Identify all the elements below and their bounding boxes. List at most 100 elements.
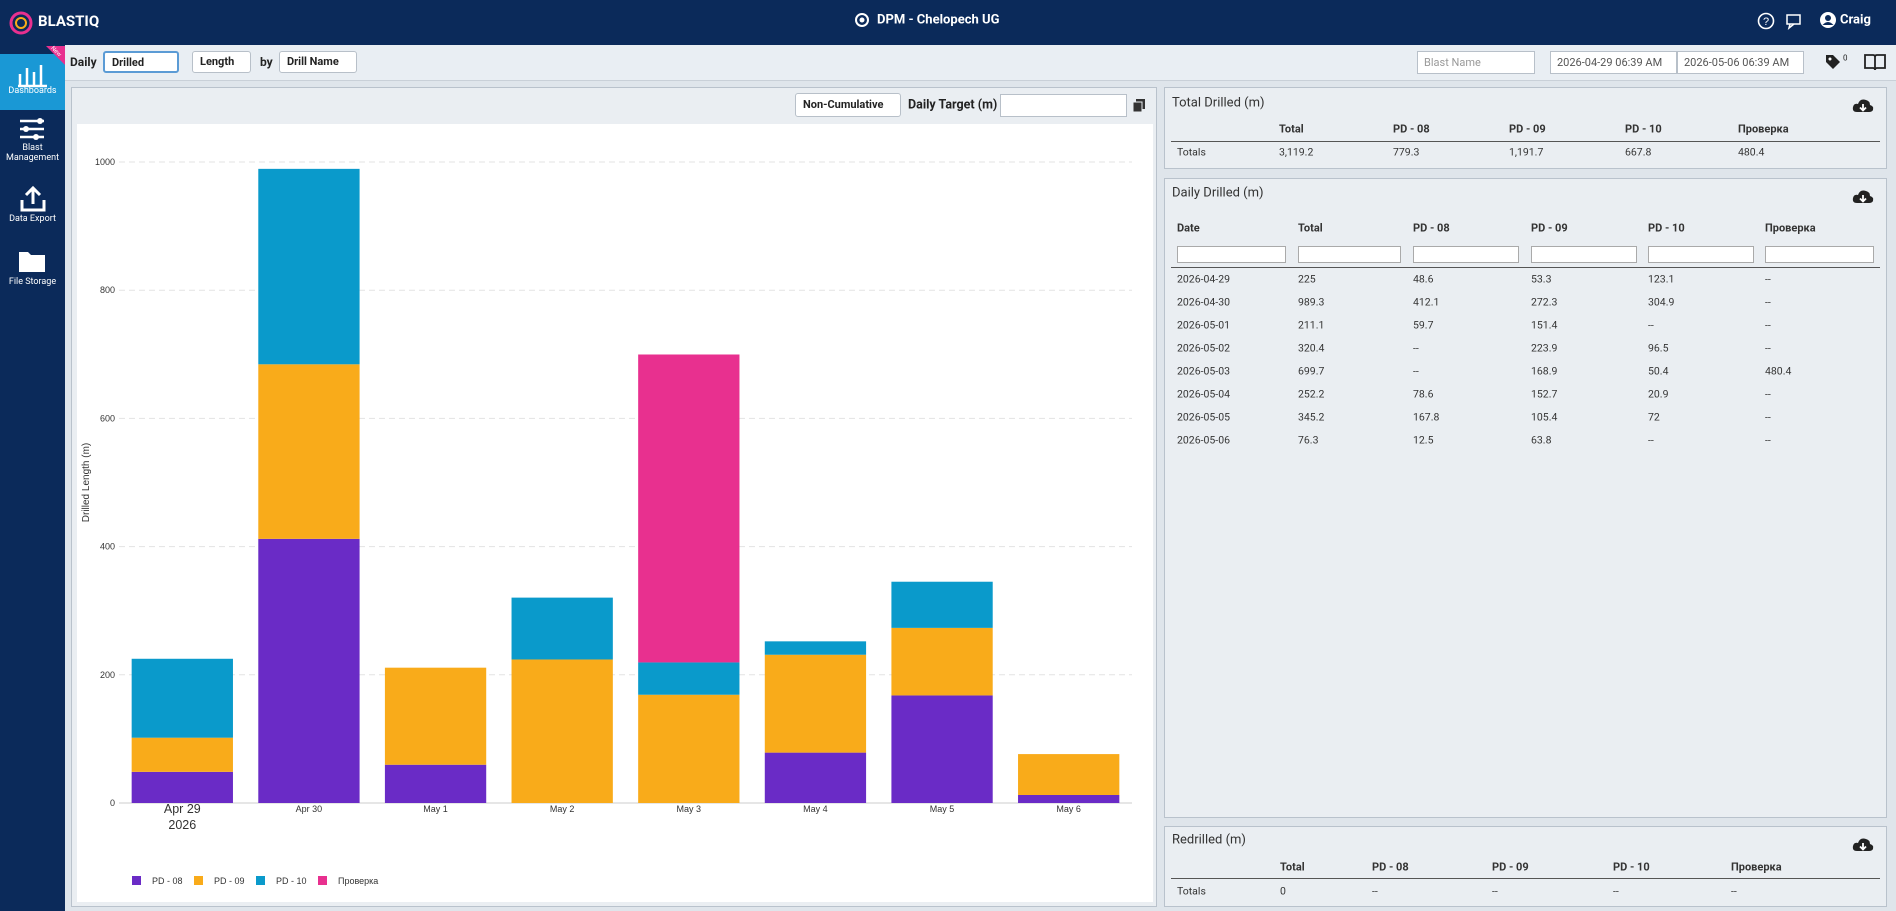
- table-cell: --: [1765, 387, 1771, 401]
- legend-swatch: [256, 876, 265, 885]
- brand: BLASTIQ: [38, 12, 100, 30]
- column-header: Total: [1279, 122, 1304, 136]
- bar-segment: [764, 752, 867, 803]
- bar-segment: [1018, 794, 1120, 803]
- table-cell: 12.5: [1413, 433, 1434, 447]
- site-name[interactable]: DPM - Chelopech UG: [877, 12, 1000, 28]
- legend-label: PD - 08: [152, 876, 183, 886]
- table-cell: --: [1413, 364, 1419, 378]
- table-cell: 699.7: [1298, 364, 1325, 378]
- metric-select[interactable]: Length: [192, 51, 251, 73]
- bar-segment: [638, 354, 740, 663]
- blast-name-input[interactable]: Blast Name: [1417, 51, 1535, 74]
- x-tick-label: May 4: [803, 804, 828, 814]
- header-rule: [1171, 267, 1880, 268]
- column-filter[interactable]: [1177, 246, 1286, 263]
- column-header: Проверка: [1731, 860, 1782, 874]
- legend-swatch: [318, 876, 327, 885]
- chat-icon[interactable]: [1785, 12, 1803, 30]
- date-to[interactable]: 2026-05-06 06:39 AM: [1677, 51, 1804, 74]
- column-header: Total: [1298, 221, 1323, 235]
- table-cell: 320.4: [1298, 341, 1325, 355]
- table-cell: 989.3: [1298, 295, 1325, 309]
- download-icon[interactable]: [1852, 189, 1874, 205]
- table-cell: 2026-04-30: [1177, 295, 1231, 309]
- download-icon[interactable]: [1852, 98, 1874, 114]
- column-header: PD - 09: [1509, 122, 1546, 136]
- bar-segment: [891, 627, 993, 696]
- mode-select[interactable]: Non-Cumulative: [795, 93, 901, 117]
- table-cell: --: [1613, 884, 1619, 898]
- blast-icon[interactable]: [18, 117, 48, 143]
- nav-active[interactable]: [0, 54, 65, 110]
- svg-text:?: ?: [1763, 16, 1769, 28]
- table-cell: --: [1765, 410, 1771, 424]
- table-cell: --: [1413, 341, 1419, 355]
- help-icon[interactable]: ?: [1757, 12, 1775, 30]
- bar-segment: [131, 737, 233, 772]
- date-from[interactable]: 2026-04-29 06:39 AM: [1550, 51, 1677, 74]
- table-cell: 53.3: [1531, 272, 1552, 286]
- column-header: PD - 09: [1531, 221, 1568, 235]
- column-filter[interactable]: [1413, 246, 1519, 263]
- y-axis-label: Drilled Length (m): [81, 443, 92, 522]
- column-header: Total: [1280, 860, 1305, 874]
- user-name[interactable]: Craig: [1840, 12, 1871, 28]
- y-tick-label: 800: [100, 285, 115, 295]
- x-tick-label: May 2: [550, 804, 575, 814]
- table-cell: --: [1765, 433, 1771, 447]
- table-cell: 412.1: [1413, 295, 1440, 309]
- target-input[interactable]: [1000, 94, 1127, 117]
- period: Daily: [70, 55, 97, 69]
- panel-title: Total Drilled (m): [1172, 95, 1265, 111]
- daily-panel: Daily Drilled (m) Date Total PD - 08 PD - 09…: [1164, 178, 1887, 818]
- column-filter[interactable]: [1765, 246, 1874, 263]
- bar-segment: [1018, 754, 1120, 795]
- group-select[interactable]: Drill Name: [279, 51, 357, 73]
- bar-segment: [258, 538, 360, 803]
- column-filter[interactable]: [1531, 246, 1637, 263]
- table-cell: 168.9: [1531, 364, 1558, 378]
- column-header: PD - 08: [1372, 860, 1409, 874]
- nav-label[interactable]: Blast Management: [5, 143, 60, 163]
- user-icon[interactable]: [1819, 11, 1837, 29]
- table-cell: 667.8: [1625, 145, 1652, 159]
- export-icon[interactable]: [19, 185, 47, 213]
- bar-segment: [131, 658, 233, 738]
- tag-count: 0: [1843, 53, 1848, 63]
- table-cell: Totals: [1177, 884, 1206, 898]
- panel-title: Redrilled (m): [1172, 832, 1246, 848]
- download-icon[interactable]: [1852, 837, 1874, 853]
- nav-label[interactable]: Dashboards: [8, 86, 57, 96]
- bar-segment: [511, 659, 613, 803]
- table-cell: 2026-04-29: [1177, 272, 1231, 286]
- table-cell: --: [1492, 884, 1498, 898]
- nav-label[interactable]: File Storage: [8, 277, 57, 287]
- copy-icon[interactable]: [1133, 99, 1146, 113]
- table-cell: 78.6: [1413, 387, 1434, 401]
- nav-label[interactable]: Data Export: [9, 214, 56, 224]
- table-cell: --: [1648, 318, 1654, 332]
- site-icon: [855, 13, 869, 27]
- bar-segment: [258, 364, 360, 539]
- table-cell: 272.3: [1531, 295, 1558, 309]
- x-tick-label: Apr 30: [296, 804, 323, 814]
- storage-icon[interactable]: [17, 248, 47, 274]
- measure-select[interactable]: Drilled: [103, 51, 179, 73]
- column-filter[interactable]: [1298, 246, 1401, 263]
- table-cell: 59.7: [1413, 318, 1434, 332]
- logo-icon: [9, 11, 33, 35]
- dashboards-icon[interactable]: [17, 60, 49, 88]
- column-filter[interactable]: [1648, 246, 1754, 263]
- bar-segment: [384, 667, 487, 765]
- tag-icon[interactable]: [1825, 54, 1841, 70]
- column-header: PD - 08: [1413, 221, 1450, 235]
- table-cell: --: [1765, 341, 1771, 355]
- total-panel: Total Drilled (m) Total PD - 08 PD - 09 PD -…: [1164, 87, 1887, 169]
- book-icon[interactable]: [1864, 53, 1886, 71]
- bar-segment: [891, 695, 993, 803]
- table-cell: --: [1765, 295, 1771, 309]
- chart-panel: Non-Cumulative Daily Target (m) 0 200 400 6…: [71, 87, 1157, 907]
- table-cell: 72: [1648, 410, 1660, 424]
- table-cell: 48.6: [1413, 272, 1434, 286]
